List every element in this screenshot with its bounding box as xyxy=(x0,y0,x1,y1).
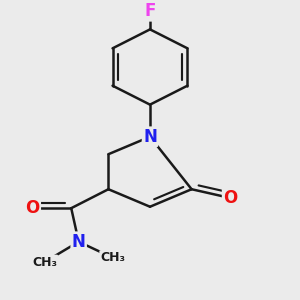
Text: CH₃: CH₃ xyxy=(100,251,125,264)
Text: O: O xyxy=(26,199,40,217)
Text: O: O xyxy=(223,189,237,207)
Text: N: N xyxy=(72,233,86,251)
Text: CH₃: CH₃ xyxy=(32,256,57,269)
Text: F: F xyxy=(144,2,156,20)
Text: N: N xyxy=(143,128,157,146)
